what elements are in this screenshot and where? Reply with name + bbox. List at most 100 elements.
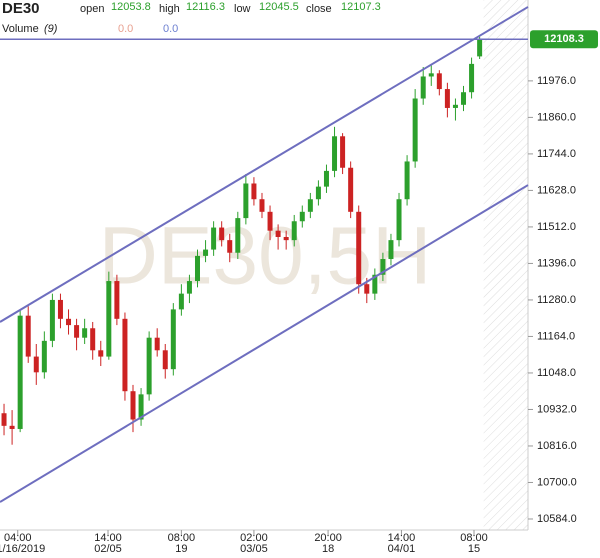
candle-body — [388, 240, 394, 260]
watermark: DE30,5H — [99, 211, 432, 302]
y-tick-label: 11860.0 — [537, 111, 576, 123]
candle-body — [9, 425, 15, 429]
x-tick-sublabel: 02/05 — [94, 543, 122, 555]
x-tick-sublabel: 18 — [322, 543, 334, 555]
candle-body — [380, 259, 386, 275]
x-tick-label: 08:00 — [460, 532, 488, 544]
candle-body — [106, 281, 112, 357]
candle-body — [162, 350, 168, 370]
candle-body — [130, 391, 136, 420]
y-tick-label: 10932.0 — [537, 403, 577, 415]
candle-body — [194, 255, 200, 282]
x-tick-sublabel: 15 — [468, 543, 480, 555]
candle-body — [178, 293, 184, 310]
y-tick-label: 11976.0 — [537, 75, 576, 87]
y-tick-label: 11512.0 — [537, 221, 576, 233]
candle-body — [122, 318, 128, 392]
candle-body — [203, 249, 209, 256]
future-area — [483, 0, 528, 530]
candle-body — [235, 218, 241, 253]
close-value: 12107.3 — [341, 1, 381, 13]
candle-body — [356, 211, 362, 285]
candle-body — [404, 161, 410, 200]
candle-body — [170, 309, 176, 370]
candle-body — [275, 230, 281, 237]
symbol: DE30 — [2, 0, 40, 17]
candle-body — [364, 284, 370, 294]
candle-body — [186, 281, 192, 294]
candle-body — [428, 73, 434, 77]
volume-value: 0.0 — [163, 23, 178, 35]
volume-value: 0.0 — [118, 23, 133, 35]
candle-body — [219, 227, 225, 241]
high-label: high — [159, 3, 180, 15]
x-tick-sublabel: 01/16/2019 — [0, 543, 45, 555]
candle-body — [243, 183, 249, 219]
candle-body — [98, 350, 104, 357]
candle-body — [41, 340, 47, 373]
candle-body — [396, 199, 402, 241]
candle-body — [33, 356, 39, 373]
last-price-label: 12108.3 — [544, 33, 584, 45]
x-tick-sublabel: 19 — [175, 543, 187, 555]
candle-body — [283, 236, 289, 241]
y-tick-label: 10816.0 — [537, 440, 577, 452]
candle-body — [1, 413, 7, 426]
candle-body — [66, 318, 72, 326]
volume-period: (9) — [44, 23, 58, 35]
candle-body — [154, 337, 160, 351]
y-tick-label: 11048.0 — [537, 367, 576, 379]
candle-body — [291, 221, 297, 241]
candle-body — [146, 337, 152, 395]
candle-body — [444, 89, 450, 108]
low-value: 12045.5 — [259, 1, 299, 13]
candle-body — [211, 227, 217, 250]
candle-body — [420, 76, 426, 99]
y-tick-label: 11280.0 — [537, 294, 576, 306]
candle-body — [227, 240, 233, 253]
open-value: 12053.8 — [111, 1, 151, 13]
candle-body — [267, 211, 273, 231]
x-tick-label: 08:00 — [168, 532, 196, 544]
candle-body — [315, 186, 321, 200]
candle-body — [323, 170, 329, 187]
candle-body — [469, 63, 475, 93]
candle-body — [348, 167, 354, 212]
candle-body — [74, 325, 80, 338]
close-label: close — [306, 3, 332, 15]
candle-body — [307, 199, 313, 212]
candle-body — [57, 299, 63, 319]
candle-body — [17, 315, 23, 429]
low-label: low — [234, 3, 251, 15]
x-tick-sublabel: 03/05 — [240, 543, 268, 555]
candle-body — [372, 274, 378, 294]
x-tick-label: 04:00 — [4, 532, 32, 544]
x-tick-label: 14:00 — [94, 532, 122, 544]
channel-line — [0, 6, 529, 323]
x-tick-label: 20:00 — [314, 532, 342, 544]
candle-body — [82, 328, 88, 338]
x-tick-sublabel: 04/01 — [388, 543, 416, 555]
candle-body — [340, 136, 346, 168]
x-tick-label: 14:00 — [388, 532, 416, 544]
candle-body — [461, 92, 467, 105]
candle-body — [114, 281, 120, 319]
candle-body — [436, 73, 442, 90]
y-tick-label: 11396.0 — [537, 257, 576, 269]
candle-body — [477, 39, 483, 57]
candle-body — [412, 98, 418, 162]
candle-body — [332, 136, 338, 171]
plot-background — [483, 0, 528, 530]
y-tick-label: 10584.0 — [537, 513, 577, 525]
candle-body — [251, 183, 257, 200]
candle-body — [299, 211, 305, 222]
y-tick-label: 11628.0 — [537, 184, 576, 196]
channel-line — [0, 184, 529, 503]
high-value: 12116.3 — [186, 1, 225, 13]
candle-body — [49, 299, 55, 341]
open-label: open — [80, 3, 104, 15]
candle-body — [90, 328, 96, 351]
x-tick-label: 02:00 — [240, 532, 268, 544]
